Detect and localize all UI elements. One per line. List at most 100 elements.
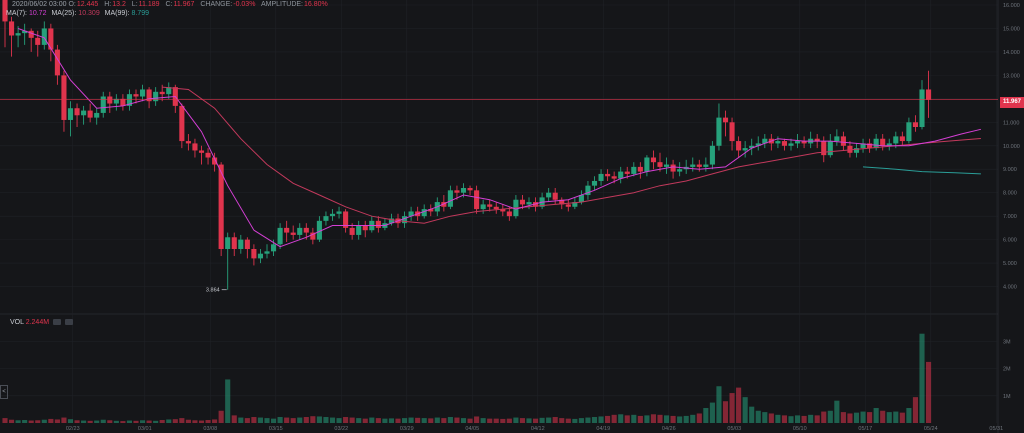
candle-body [441, 202, 447, 207]
candle-body [637, 166, 643, 172]
price-tick-label: 11.000 [1003, 120, 1019, 126]
candle-body [87, 110, 93, 118]
volume-bar [814, 415, 820, 423]
candle-body [113, 98, 119, 104]
date-tick-label: 03/15 [269, 426, 283, 432]
close-label: C: [165, 1, 173, 8]
volume-bar [107, 420, 113, 423]
volume-bar [81, 420, 87, 423]
date-tick-label: 05/10 [793, 426, 807, 432]
moving-average-lines [17, 28, 982, 248]
volume-bar [244, 418, 250, 423]
volume-bar [231, 415, 237, 423]
volume-bar [460, 418, 467, 423]
candle-body [834, 136, 840, 142]
volume-bar [94, 420, 100, 423]
bar-date: 2020/06/02 03:00 [12, 1, 67, 8]
volume-legend: VOL 2.244M [10, 318, 73, 327]
open-value: 12.445 [76, 1, 99, 8]
volume-bar [153, 420, 159, 423]
candle-body [336, 211, 342, 214]
candle-body [8, 21, 15, 36]
candle-body [179, 105, 185, 142]
volume-bar [880, 410, 886, 423]
candle-body [139, 89, 146, 97]
chart-overlay: 3.864 [0, 99, 998, 294]
candle-body [212, 157, 218, 165]
candle-body [578, 195, 584, 203]
volume-tick-label: 2M [1003, 367, 1011, 373]
volume-bar [251, 417, 257, 423]
volume-bar [781, 415, 788, 423]
candle-body [159, 91, 165, 95]
volume-bar [28, 420, 34, 423]
volume-bar [316, 416, 322, 423]
volume-bar [519, 418, 526, 423]
candle-body [663, 164, 670, 167]
candle-body [205, 152, 211, 158]
volume-bar [624, 415, 630, 423]
candle-body [48, 28, 54, 50]
candle-body [277, 227, 283, 245]
volume-bar [493, 418, 499, 423]
volume-close-icon[interactable] [64, 319, 73, 326]
candle-body [611, 176, 617, 179]
ma25-line [162, 86, 981, 224]
volume-bar [388, 418, 395, 423]
date-tick-label: 04/19 [596, 426, 610, 432]
volume-bar [67, 419, 74, 423]
candle-body [270, 244, 277, 252]
candle-body [316, 220, 322, 240]
ma-legend: MA(7): 10.72 MA(25): 10.309 MA(99): 8.79… [6, 9, 149, 18]
volume-bar [546, 417, 552, 423]
candle-body [74, 108, 80, 116]
volume-bar [264, 418, 270, 423]
candle-body [244, 239, 250, 249]
candle-body [650, 157, 657, 163]
candle-body [919, 89, 925, 127]
candle-body [703, 164, 709, 167]
candle-body [146, 89, 152, 102]
date-tick-label: 03/08 [203, 426, 217, 432]
volume-settings-icon[interactable] [53, 319, 62, 326]
price-axis: 16.00015.00014.00013.00012.00011.00010.0… [1003, 3, 1020, 291]
candle-body [329, 213, 336, 217]
volume-bar [834, 400, 840, 423]
candle-body [284, 227, 290, 233]
volume-bar [146, 420, 152, 423]
candle-body [408, 211, 414, 217]
collapse-panel-button[interactable]: < [0, 385, 8, 399]
date-tick-label: 04/05 [465, 426, 479, 432]
volume-bars [2, 333, 932, 423]
volume-bar [87, 420, 93, 423]
volume-bar [598, 416, 604, 423]
candle-body [35, 37, 41, 45]
candle-body [356, 225, 362, 235]
volume-bar [749, 406, 755, 423]
candle-body [821, 141, 827, 156]
candle-body [677, 169, 683, 172]
ma99-value: 8.799 [131, 10, 150, 17]
ma7-value: 10.72 [28, 10, 47, 17]
candle-body [618, 171, 624, 179]
candle-body [41, 28, 47, 45]
candle-body [100, 96, 106, 113]
volume-bar [559, 418, 565, 423]
candle-body [120, 98, 126, 106]
candle-body [225, 237, 231, 249]
candle-body [290, 232, 296, 235]
price-tick-label: 4.000 [1003, 285, 1017, 291]
volume-bar [657, 414, 663, 423]
volume-bar [22, 420, 28, 423]
open-label: O: [68, 1, 76, 8]
volume-bar [212, 419, 218, 423]
candle-body [598, 173, 604, 181]
candle-body [198, 150, 205, 153]
volume-bar [670, 415, 676, 423]
candle-body [840, 136, 846, 146]
volume-label: VOL [10, 319, 24, 326]
candle-body [428, 209, 434, 212]
candle-body [480, 204, 486, 210]
date-tick-label: 05/24 [924, 426, 938, 432]
